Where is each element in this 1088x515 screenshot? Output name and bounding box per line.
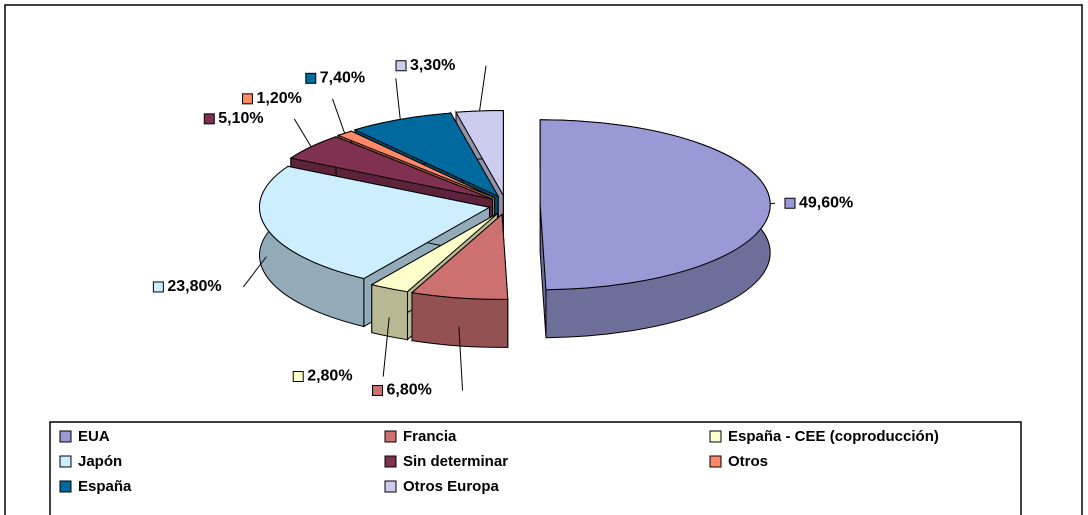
- legend-label: EUA: [78, 428, 110, 445]
- label-swatch: [305, 72, 317, 84]
- label-swatch: [784, 197, 796, 209]
- data-label: 1,20%: [256, 90, 301, 107]
- leader-line: [382, 317, 390, 377]
- label-swatch: [395, 60, 407, 72]
- leader-line: [458, 326, 464, 391]
- legend-label: Otros: [728, 453, 768, 470]
- slice: [455, 109, 504, 198]
- legend-label: Francia: [403, 428, 457, 445]
- slice: [539, 119, 771, 339]
- slice: [410, 213, 509, 300]
- slice: [336, 130, 495, 199]
- legend-swatch: [384, 430, 397, 443]
- legend-swatch: [59, 430, 72, 443]
- leader-line: [479, 65, 487, 111]
- legend-swatch: [384, 455, 397, 468]
- legend-box: [49, 421, 1022, 515]
- legend-label: Otros Europa: [403, 478, 500, 495]
- label-swatch: [203, 113, 215, 125]
- slice: [289, 136, 493, 200]
- leader-line: [242, 256, 267, 288]
- leader-line: [293, 118, 312, 148]
- slice: [353, 112, 500, 198]
- legend-swatch: [59, 455, 72, 468]
- legend-label: España - CEE (coproducción): [728, 428, 939, 445]
- legend-swatch: [59, 480, 72, 493]
- label-swatch: [372, 385, 384, 397]
- data-label: 2,80%: [307, 368, 352, 385]
- legend-swatch: [384, 480, 397, 493]
- data-label: 7,40%: [320, 70, 365, 87]
- slice: [410, 213, 509, 348]
- leader-line: [332, 98, 346, 134]
- data-label: 49,60%: [799, 194, 853, 211]
- data-label: 3,30%: [410, 57, 455, 74]
- legend-swatch: [709, 455, 722, 468]
- legend-label: España: [78, 478, 132, 495]
- legend-swatch: [709, 430, 722, 443]
- slice: [259, 165, 491, 280]
- legend-label: Sin determinar: [403, 453, 508, 470]
- slice-wall: [371, 284, 408, 341]
- data-label: 5,10%: [218, 110, 263, 127]
- label-swatch: [241, 93, 253, 105]
- data-label: 23,80%: [167, 278, 221, 295]
- label-swatch: [152, 281, 164, 293]
- label-swatch: [292, 371, 304, 383]
- slice: [539, 119, 771, 291]
- slice: [370, 213, 498, 293]
- data-label: 6,80%: [387, 382, 432, 399]
- legend-label: Japón: [78, 453, 122, 470]
- leader-line: [395, 78, 401, 120]
